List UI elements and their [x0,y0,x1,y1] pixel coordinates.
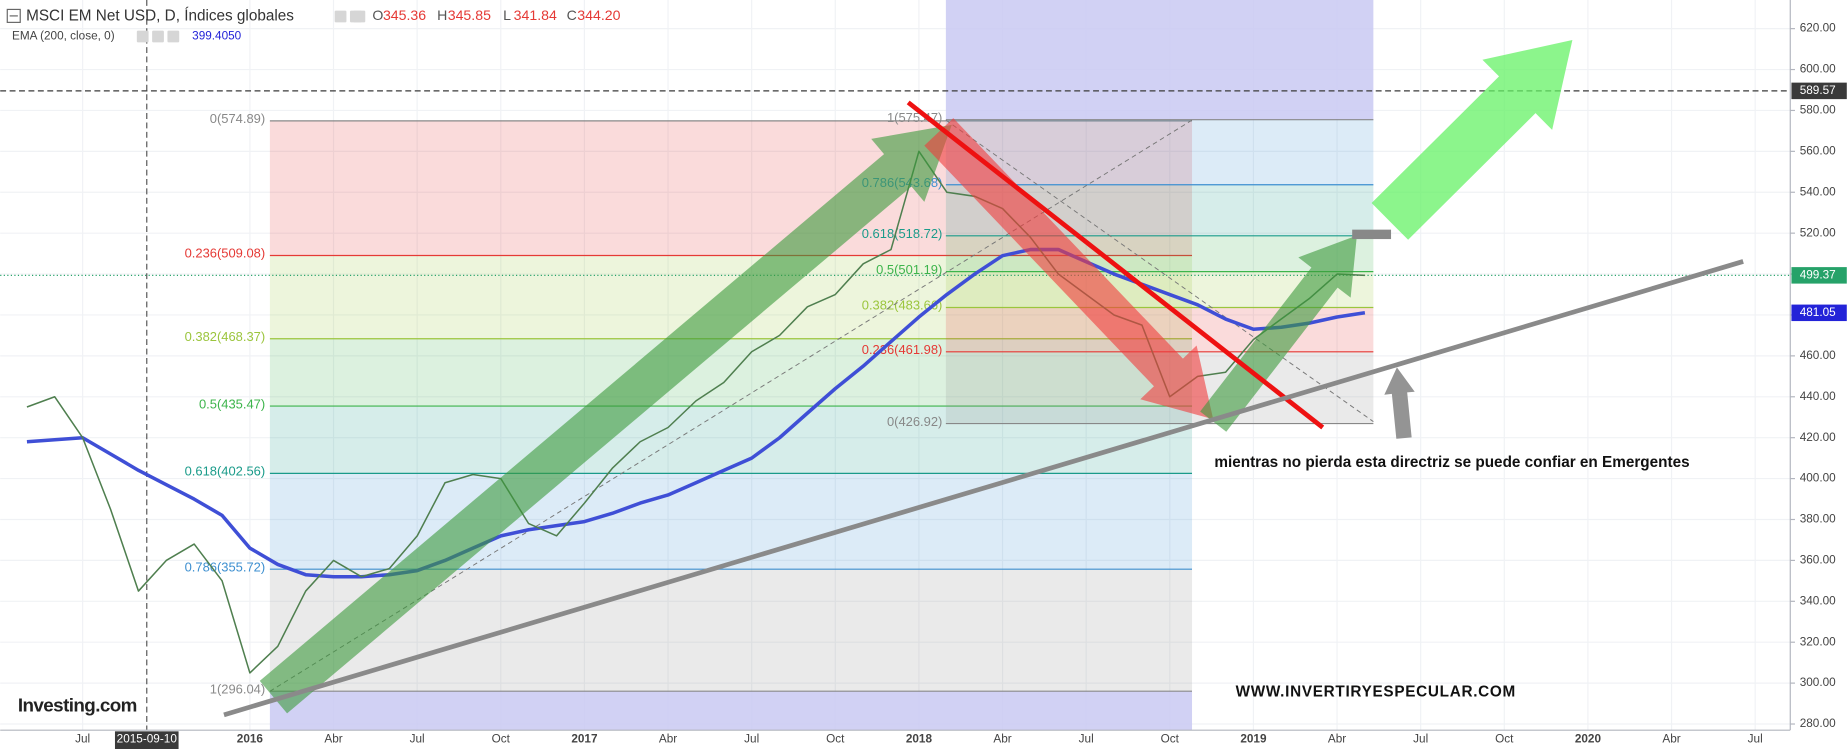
y-tick-label: 600.00 [1800,63,1836,76]
x-tick-label: 2018 [906,733,933,746]
y-tick-label: 320.00 [1800,635,1836,648]
x-tick-label: 2017 [571,733,598,746]
y-tick-label: 420.00 [1800,431,1836,444]
fib-label: 0.5(435.47) [199,396,265,411]
x-tick-label: Jul [410,733,425,746]
y-axis [1790,0,1847,749]
x-tick-label: Abr [324,733,342,746]
fib-label: 0(426.92) [887,414,942,429]
arrow [1384,367,1415,439]
ohlc-value: 341.84 [514,7,557,23]
x-tick-label: Oct [1161,733,1180,746]
fib-label: 1(296.04) [210,681,265,696]
x-tick-label: Abr [993,733,1011,746]
fib-label: 0.786(355.72) [185,559,266,574]
level-marker [1352,229,1392,240]
y-tick-label: 580.00 [1800,104,1836,117]
header-icon [334,10,347,23]
y-tick-label: 440.00 [1800,390,1836,403]
fib-label: 0.382(468.37) [185,329,266,344]
x-axis [0,730,1847,749]
ohlc-key: H [437,7,447,23]
indicator-icon [167,30,180,43]
y-tick-label: 400.00 [1800,472,1836,485]
y-tick-label: 540.00 [1800,185,1836,198]
x-tick-label: Abr [1328,733,1346,746]
annotation: mientras no pierda esta directriz se pue… [1214,454,1689,471]
y-tick-label: 520.00 [1800,226,1836,239]
fib-label: 0.618(518.72) [862,226,943,241]
header-icon [353,10,366,23]
crosshair-date: 2015-09-10 [117,733,178,746]
x-tick-label: Abr [1662,733,1680,746]
y-tick-label: 380.00 [1800,513,1836,526]
x-tick-label: Jul [1079,733,1094,746]
fib-label: 0.236(461.98) [862,342,943,357]
fib-band [269,338,1193,407]
price-marker-label: 481.05 [1800,306,1836,319]
price-marker-label: 499.37 [1800,268,1836,281]
fib-label: 0.618(402.56) [185,464,266,479]
crosshair-date-box [114,731,179,749]
indicator-value: 399.4050 [192,30,242,43]
trendline [223,259,1744,718]
fib-band [269,406,1193,474]
price-marker [1791,304,1847,322]
date-range [945,0,1374,121]
y-tick-label: 560.00 [1800,144,1836,157]
x-tick-label: 2019 [1240,733,1267,746]
date-range [269,691,1193,731]
ohlc-key: O [372,7,383,23]
y-tick-label: 300.00 [1800,676,1836,689]
x-tick-label: Jul [744,733,759,746]
fib-band [269,473,1193,570]
fib-label: 0.236(509.08) [185,246,266,261]
x-tick-label: Jul [1748,733,1763,746]
collapse-icon [6,8,21,23]
fib-label: 0.382(483.66) [862,298,943,313]
y-tick-label: 280.00 [1800,717,1836,730]
x-tick-label: 2016 [237,733,264,746]
x-tick-label: Jul [1413,733,1428,746]
price-marker [1791,267,1847,284]
y-tick-label: 620.00 [1800,22,1836,35]
fib-label: 0.5(501.19) [876,262,942,277]
y-tick-label: 460.00 [1800,349,1836,362]
fib-band [945,119,1374,185]
x-tick-label: Abr [659,733,677,746]
price-marker [1791,82,1847,100]
y-tick-label: 340.00 [1800,594,1836,607]
x-tick-label: Oct [492,733,511,746]
arrow [259,124,952,714]
arrow [1200,235,1357,432]
indicator-icon [136,30,149,43]
x-tick-label: Jul [75,733,90,746]
y-tick-label: 360.00 [1800,554,1836,567]
trendline [906,100,1325,430]
indicator-name: EMA (200, close, 0) [12,30,115,43]
ohlc-key: C [567,7,577,23]
ohlc-value: 345.36 [383,7,426,23]
ohlc-value: 344.20 [577,7,620,23]
fib-label: 0(574.89) [210,111,265,126]
ohlc-key: L [503,7,511,23]
x-tick-label: Oct [1495,733,1514,746]
indicator-icon [152,30,164,43]
arrow [924,118,1214,420]
arrow [1371,40,1573,240]
chart-title: MSCI EM Net USD, D, Índices globales [26,8,294,25]
watermark: WWW.INVERTIRYESPECULAR.COM [1236,684,1516,701]
x-tick-label: Oct [826,733,845,746]
logo: Investing.com [18,695,137,716]
x-tick-label: 2020 [1575,733,1602,746]
ohlc-value: 345.85 [448,7,491,23]
price-marker-label: 589.57 [1800,84,1836,97]
